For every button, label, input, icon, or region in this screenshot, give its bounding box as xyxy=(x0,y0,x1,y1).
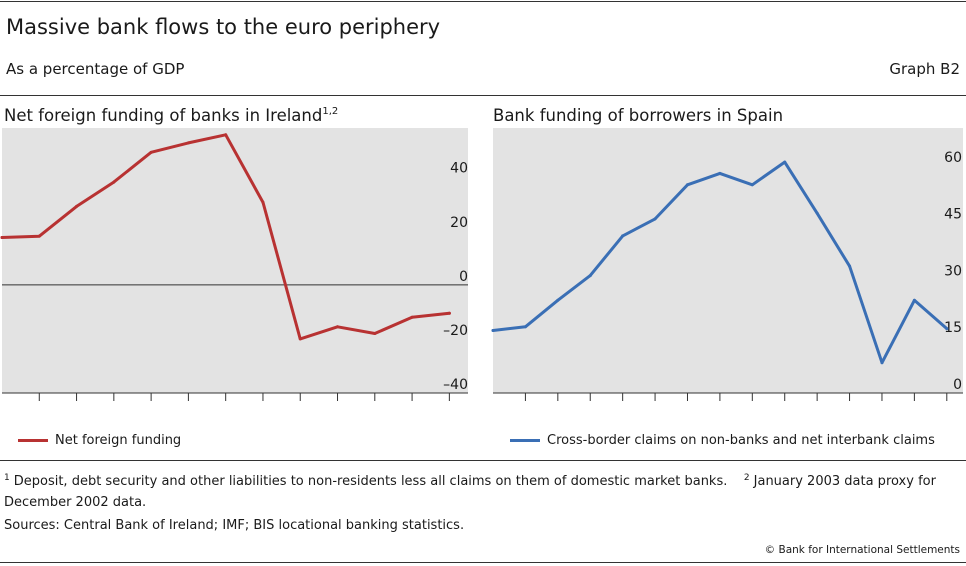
spain-series-point xyxy=(653,217,657,221)
ireland-series-point xyxy=(336,325,340,329)
ireland-y-tick-label: 40 xyxy=(450,161,468,177)
chart-spain: 02040608101214015304560 xyxy=(491,128,963,401)
footnote-1-marker: 1 xyxy=(4,473,10,483)
legend-ireland-swatch xyxy=(18,439,48,442)
ireland-series-point xyxy=(37,234,41,238)
legend-spain: Cross-border claims on non-banks and net… xyxy=(510,433,935,448)
footnote-1-text: Deposit, debt security and other liabili… xyxy=(13,474,728,489)
spain-series-point xyxy=(556,298,560,302)
copyright: © Bank for International Settlements xyxy=(764,544,960,556)
top-rule xyxy=(0,1,966,2)
ireland-series-point xyxy=(186,141,190,145)
ireland-y-tick-label: 0 xyxy=(459,269,468,285)
ireland-series-point xyxy=(373,332,377,336)
chart-title-spain: Bank funding of borrowers in Spain xyxy=(493,106,784,125)
ireland-series-point xyxy=(75,204,79,208)
spain-series-point xyxy=(848,264,852,268)
spain-y-tick-label: 15 xyxy=(944,320,962,336)
page-subtitle: As a percentage of GDP xyxy=(6,60,185,78)
ireland-series-point xyxy=(149,150,153,154)
ireland-series-point xyxy=(261,200,265,204)
chart-bottom-rule xyxy=(0,460,966,461)
ireland-y-tick-label: 20 xyxy=(450,215,468,231)
chart-title-ireland-text: Net foreign funding of banks in Ireland xyxy=(4,106,323,125)
bottom-rule xyxy=(0,562,966,563)
ireland-series-point xyxy=(298,337,302,341)
spain-series-point xyxy=(621,234,625,238)
spain-y-tick-label: 45 xyxy=(944,207,962,223)
legend-ireland-label: Net foreign funding xyxy=(55,433,182,448)
spain-plot-area xyxy=(493,128,963,393)
spain-series-point xyxy=(718,171,722,175)
spain-series-point xyxy=(815,211,819,215)
legend-spain-label: Cross-border claims on non-banks and net… xyxy=(547,433,935,448)
ireland-y-tick-label: –40 xyxy=(443,377,468,393)
spain-series-point xyxy=(523,325,527,329)
spain-y-tick-label: 0 xyxy=(953,377,962,393)
footnote-2-marker: 2 xyxy=(743,473,750,483)
spain-y-tick-label: 30 xyxy=(944,263,962,279)
legend-ireland: Net foreign funding xyxy=(18,433,181,448)
spain-series-point xyxy=(783,160,787,164)
spain-series-point xyxy=(912,298,916,302)
graph-id: Graph B2 xyxy=(889,60,960,78)
ireland-plot-area xyxy=(2,128,468,393)
footnote-2-text: January 2003 data proxy for December 200… xyxy=(4,474,936,510)
ireland-series-point xyxy=(112,180,116,184)
ireland-series-point xyxy=(224,133,228,137)
spain-series-point xyxy=(880,361,884,365)
ireland-series-point xyxy=(447,311,451,315)
spain-series-point xyxy=(685,183,689,187)
header-rule xyxy=(0,95,966,96)
chart-title-ireland-sup: 1,2 xyxy=(322,106,339,117)
footnotes: 1 Deposit, debt security and other liabil… xyxy=(4,468,964,513)
spain-series-point xyxy=(750,183,754,187)
legend-spain-swatch xyxy=(510,439,540,442)
ireland-series-point xyxy=(0,236,4,240)
spain-y-tick-label: 60 xyxy=(944,150,962,166)
ireland-series-point xyxy=(410,315,414,319)
chart-title-ireland: Net foreign funding of banks in Ireland1… xyxy=(4,106,338,125)
spain-series-point xyxy=(491,329,495,333)
page-title: Massive bank flows to the euro periphery xyxy=(6,15,441,39)
sources: Sources: Central Bank of Ireland; IMF; B… xyxy=(4,518,465,533)
ireland-y-tick-label: –20 xyxy=(443,323,468,339)
spain-series-point xyxy=(588,274,592,278)
spain-series-point xyxy=(945,327,949,331)
